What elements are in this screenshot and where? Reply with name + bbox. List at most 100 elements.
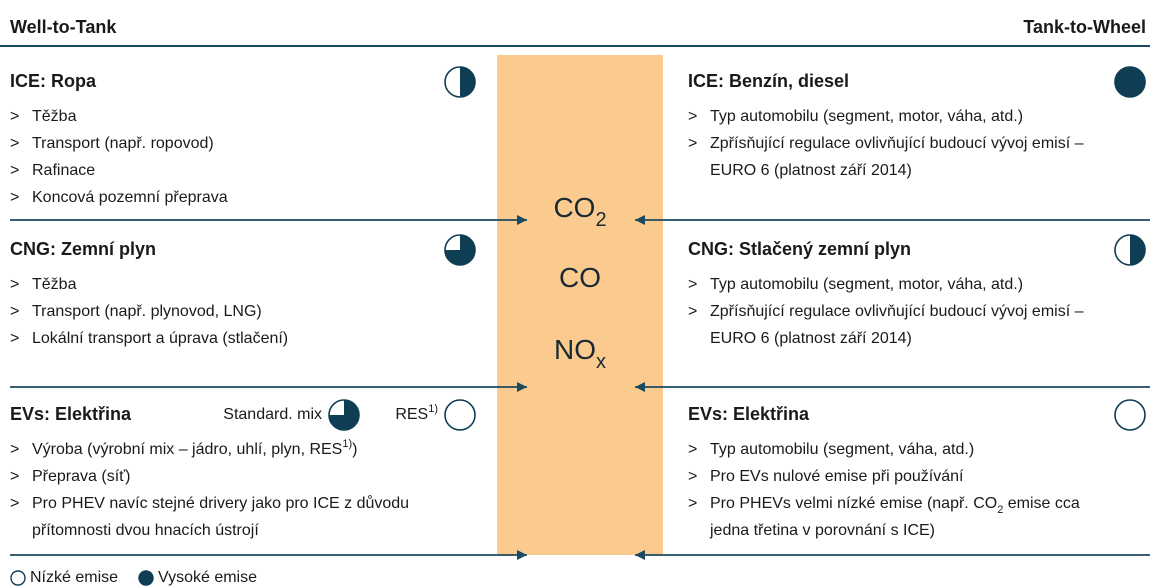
harvey-ball [1114,399,1146,431]
text-part: Standard. mix [223,406,322,423]
arrow-head [635,215,645,225]
bullet-text: Výroba (výrobní mix – jádro, uhlí, plyn,… [32,438,357,458]
bullet-marker: > [688,276,697,293]
legend-label: Vysoké emise [158,569,257,586]
text-part: Pro PHEV navíc stejné drivery jako pro I… [32,494,409,512]
bullet-text: EURO 6 (platnost září 2014) [710,162,912,179]
text-part: ) [352,441,357,458]
bullet-marker: > [10,495,19,512]
text-part: Typ automobilu (segment, motor, váha, at… [710,108,1023,125]
bullet-text: Koncová pozemní přeprava [32,189,228,206]
bullet-marker: > [10,189,19,206]
bullet-text: Rafinace [32,162,95,179]
bullet-text: Přeprava (síť) [32,468,130,485]
subscript: x [596,351,606,373]
text-part: Rafinace [32,162,95,179]
bullet-marker: > [10,441,19,458]
bullet-text: Těžba [32,276,77,293]
text-part: CO [559,262,601,293]
legend-ball [138,570,154,586]
text-part: Zpřísňující regulace ovlivňující budoucí… [710,303,1084,320]
gas-label: CO2 [553,192,606,231]
text-part: EURO 6 (platnost září 2014) [710,162,912,179]
bullet-marker: > [10,276,19,293]
text-part: Koncová pozemní přeprava [32,189,228,206]
arrow-head [517,550,527,560]
bullet-text: jedna třetina v porovnání s ICE) [709,522,935,539]
bullet-marker: > [688,441,697,458]
section-title: CNG: Zemní plyn [10,239,156,259]
bullet-marker: > [10,330,19,347]
harvey-fill [1130,235,1145,265]
bullet-text: EURO 6 (platnost září 2014) [710,330,912,347]
section-title: ICE: Benzín, diesel [688,71,849,91]
bullet-text: Typ automobilu (segment, váha, atd.) [710,441,974,458]
bullet-text: Pro PHEV navíc stejné drivery jako pro I… [32,494,409,512]
bullet-marker: > [10,303,19,320]
center-column [497,55,663,555]
text-part: Zpřísňující regulace ovlivňující budoucí… [710,135,1084,152]
bullet-text: Zpřísňující regulace ovlivňující budoucí… [710,135,1084,152]
text-part: Transport (např. plynovod, LNG) [32,303,262,320]
text-part: RES [395,406,428,423]
text-part: CO [553,192,595,223]
text-part: Pro EVs nulové emise při používání [710,468,964,485]
section-title: EVs: Elektřina [688,404,810,424]
superscript: 1) [342,438,352,450]
harvey-fill [445,235,475,265]
text-part: Typ automobilu (segment, motor, váha, at… [710,276,1023,293]
subscript: 2 [595,209,606,231]
text-part: Typ automobilu (segment, váha, atd.) [710,441,974,458]
text-part: emise cca [1003,495,1080,512]
bullet-marker: > [10,135,19,152]
harvey-fill [329,400,359,430]
header-right: Tank-to-Wheel [1023,17,1146,37]
bullet-text: přítomnosti dvou hnacích ústrojí [32,522,259,539]
bullet-marker: > [688,135,697,152]
bullet-text: Typ automobilu (segment, motor, váha, at… [710,276,1023,293]
text-part: Transport (např. ropovod) [32,135,214,152]
text-part: Přeprava (síť) [32,468,130,485]
text-part: NO [554,334,596,365]
harvey-ball [444,399,476,431]
text-part: Výroba (výrobní mix – jádro, uhlí, plyn,… [32,441,342,458]
harvey-fill [1115,67,1145,97]
section-title: CNG: Stlačený zemní plyn [688,239,911,259]
bullet-text: Těžba [32,108,77,125]
bullet-marker: > [10,162,19,179]
text-part: EURO 6 (platnost září 2014) [710,330,912,347]
gas-label: CO [559,262,601,293]
bullet-text: Pro EVs nulové emise při používání [710,468,964,485]
arrow-head [635,550,645,560]
bullet-text: Transport (např. ropovod) [32,135,214,152]
ball-label: RES1) [395,403,438,423]
section-title: ICE: Ropa [10,71,97,91]
bullet-marker: > [688,108,697,125]
bullet-text: Typ automobilu (segment, motor, váha, at… [710,108,1023,125]
header-left: Well-to-Tank [10,17,117,37]
bullet-text: Lokální transport a úprava (stlačení) [32,330,288,347]
superscript: 1) [428,403,438,415]
harvey-fill [460,67,475,97]
bullet-marker: > [688,303,697,320]
text-part: Lokální transport a úprava (stlačení) [32,330,288,347]
bullet-text: Pro PHEVs velmi nízké emise (např. CO2 e… [710,495,1080,516]
arrow-head [517,215,527,225]
text-part: přítomnosti dvou hnacích ústrojí [32,522,259,539]
arrow-head [635,382,645,392]
bullet-marker: > [688,495,697,512]
bullet-text: Zpřísňující regulace ovlivňující budoucí… [710,303,1084,320]
ball-label: Standard. mix [223,406,322,423]
bullet-marker: > [688,468,697,485]
text-part: Těžba [32,276,77,293]
arrow-head [517,382,527,392]
subscript: 2 [997,504,1003,516]
bullet-text: Transport (např. plynovod, LNG) [32,303,262,320]
text-part: jedna třetina v porovnání s ICE) [709,522,935,539]
text-part: Těžba [32,108,77,125]
text-part: Pro PHEVs velmi nízké emise (např. CO [710,495,997,512]
section-title: EVs: Elektřina [10,404,132,424]
bullet-marker: > [10,108,19,125]
gas-label: NOx [554,334,606,373]
